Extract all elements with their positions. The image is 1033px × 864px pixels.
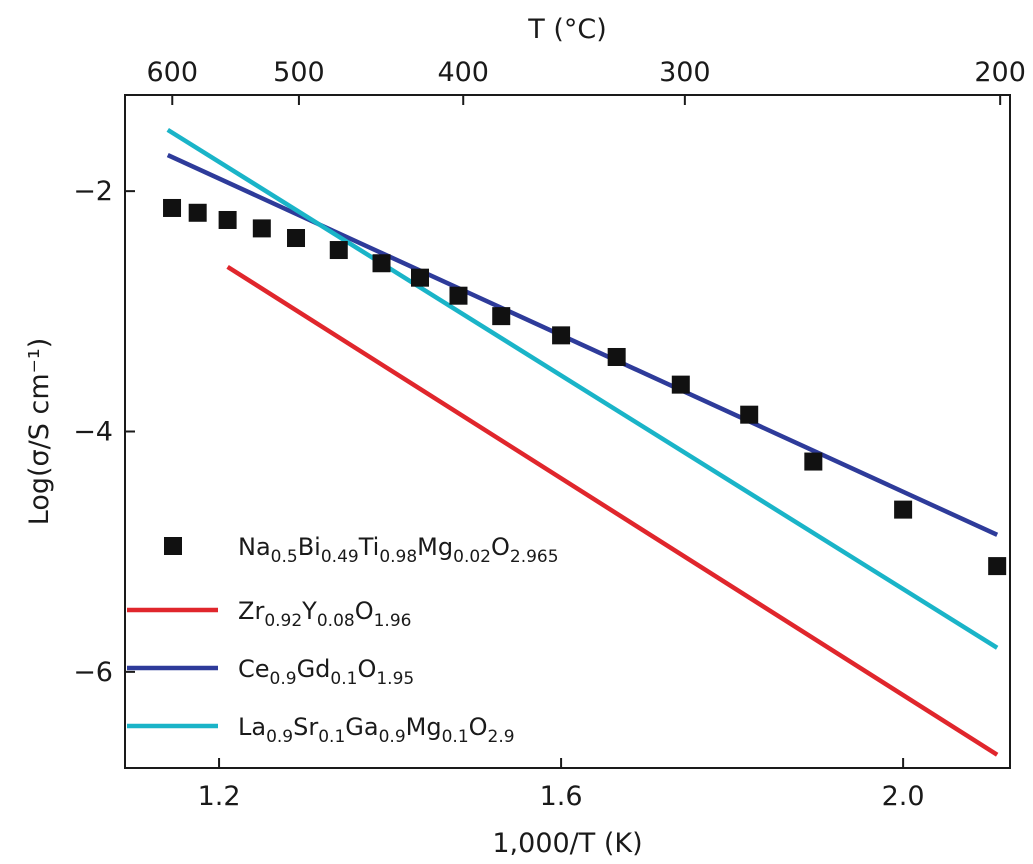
- legend-symbol: Y: [301, 597, 317, 625]
- series-line-2: [166, 153, 999, 537]
- x-tick-label: 2.0: [882, 781, 925, 812]
- data-point: [411, 268, 429, 287]
- top-axis-label: T (°C): [527, 14, 607, 45]
- legend-subscript: 0.9: [379, 727, 406, 747]
- data-point: [804, 452, 823, 471]
- legend-subscript: 0.98: [379, 547, 417, 567]
- top-tick-label: 400: [437, 57, 489, 88]
- legend-symbol: Ce: [238, 655, 270, 683]
- data-point: [671, 375, 690, 394]
- x-axis-label: 1,000/T (K): [492, 828, 642, 859]
- legend-marker-0: [164, 537, 182, 555]
- top-tick-label: 200: [974, 57, 1026, 88]
- legend-label-0: Na0.5Bi0.49Ti0.98Mg0.02O2.965: [238, 533, 559, 567]
- x-tick-label: 1.6: [540, 781, 583, 812]
- series-layer: [163, 127, 1007, 757]
- data-point: [329, 241, 348, 260]
- data-point: [894, 500, 913, 519]
- axis-ticks: 1.2 1.6 2.0 −2 −4 −6 600 500 400 300 200: [73, 57, 1026, 812]
- legend-subscript: 0.02: [453, 547, 491, 567]
- data-point: [372, 254, 391, 273]
- legend-symbol: O: [357, 655, 376, 683]
- series-line-3: [166, 127, 999, 650]
- y-tick-label: −6: [73, 657, 113, 688]
- legend-subscript: 0.1: [442, 727, 469, 747]
- legend-symbol: Mg: [406, 713, 442, 741]
- legend-subscript: 0.9: [266, 727, 293, 747]
- top-tick-label: 300: [659, 57, 711, 88]
- legend-subscript: 0.9: [270, 669, 297, 689]
- data-point: [252, 219, 271, 238]
- legend-symbol: Ti: [358, 533, 380, 561]
- series-line-1: [226, 264, 999, 757]
- legend-subscript: 1.96: [374, 611, 412, 631]
- legend-subscript: 0.1: [330, 669, 357, 689]
- data-point: [188, 203, 207, 222]
- legend-symbol: Bi: [298, 533, 321, 561]
- data-point: [287, 229, 306, 248]
- legend-label-2: Ce0.9Gd0.1O1.95: [238, 655, 414, 689]
- legend-symbol: La: [238, 713, 266, 741]
- legend-subscript: 0.08: [317, 611, 355, 631]
- legend-subscript: 2.9: [488, 727, 515, 747]
- data-point: [492, 307, 511, 326]
- data-point: [449, 286, 468, 305]
- legend-symbol: O: [355, 597, 374, 625]
- legend-symbol: Sr: [293, 713, 318, 741]
- legend-subscript: 1.95: [376, 669, 414, 689]
- legend-label-3: La0.9Sr0.1Ga0.9Mg0.1O2.9: [238, 713, 515, 747]
- legend-symbol: Ga: [345, 713, 378, 741]
- legend-symbol: Zr: [238, 597, 264, 625]
- y-tick-label: −4: [73, 417, 113, 448]
- data-point: [607, 347, 626, 366]
- data-point: [740, 405, 759, 424]
- legend-label-1: Zr0.92Y0.08O1.96: [238, 597, 411, 631]
- legend-symbol: Na: [238, 533, 271, 561]
- legend-symbol: Gd: [297, 655, 331, 683]
- legend-subscript: 2.965: [510, 547, 559, 567]
- legend: Na0.5Bi0.49Ti0.98Mg0.02O2.965Zr0.92Y0.08…: [127, 533, 559, 747]
- y-axis-label: Log(σ/S cm⁻¹): [24, 338, 55, 525]
- legend-subscript: 0.92: [264, 611, 302, 631]
- top-tick-label: 500: [273, 57, 325, 88]
- legend-subscript: 0.1: [318, 727, 345, 747]
- legend-subscript: 0.5: [271, 547, 298, 567]
- y-tick-label: −2: [73, 176, 113, 207]
- data-point: [988, 557, 1007, 576]
- data-point: [218, 210, 237, 229]
- legend-symbol: O: [491, 533, 510, 561]
- top-tick-label: 600: [146, 57, 198, 88]
- data-point: [163, 198, 182, 217]
- legend-symbol: Mg: [417, 533, 453, 561]
- legend-symbol: O: [469, 713, 488, 741]
- data-point: [552, 326, 571, 345]
- legend-subscript: 0.49: [321, 547, 359, 567]
- x-tick-label: 1.2: [198, 781, 241, 812]
